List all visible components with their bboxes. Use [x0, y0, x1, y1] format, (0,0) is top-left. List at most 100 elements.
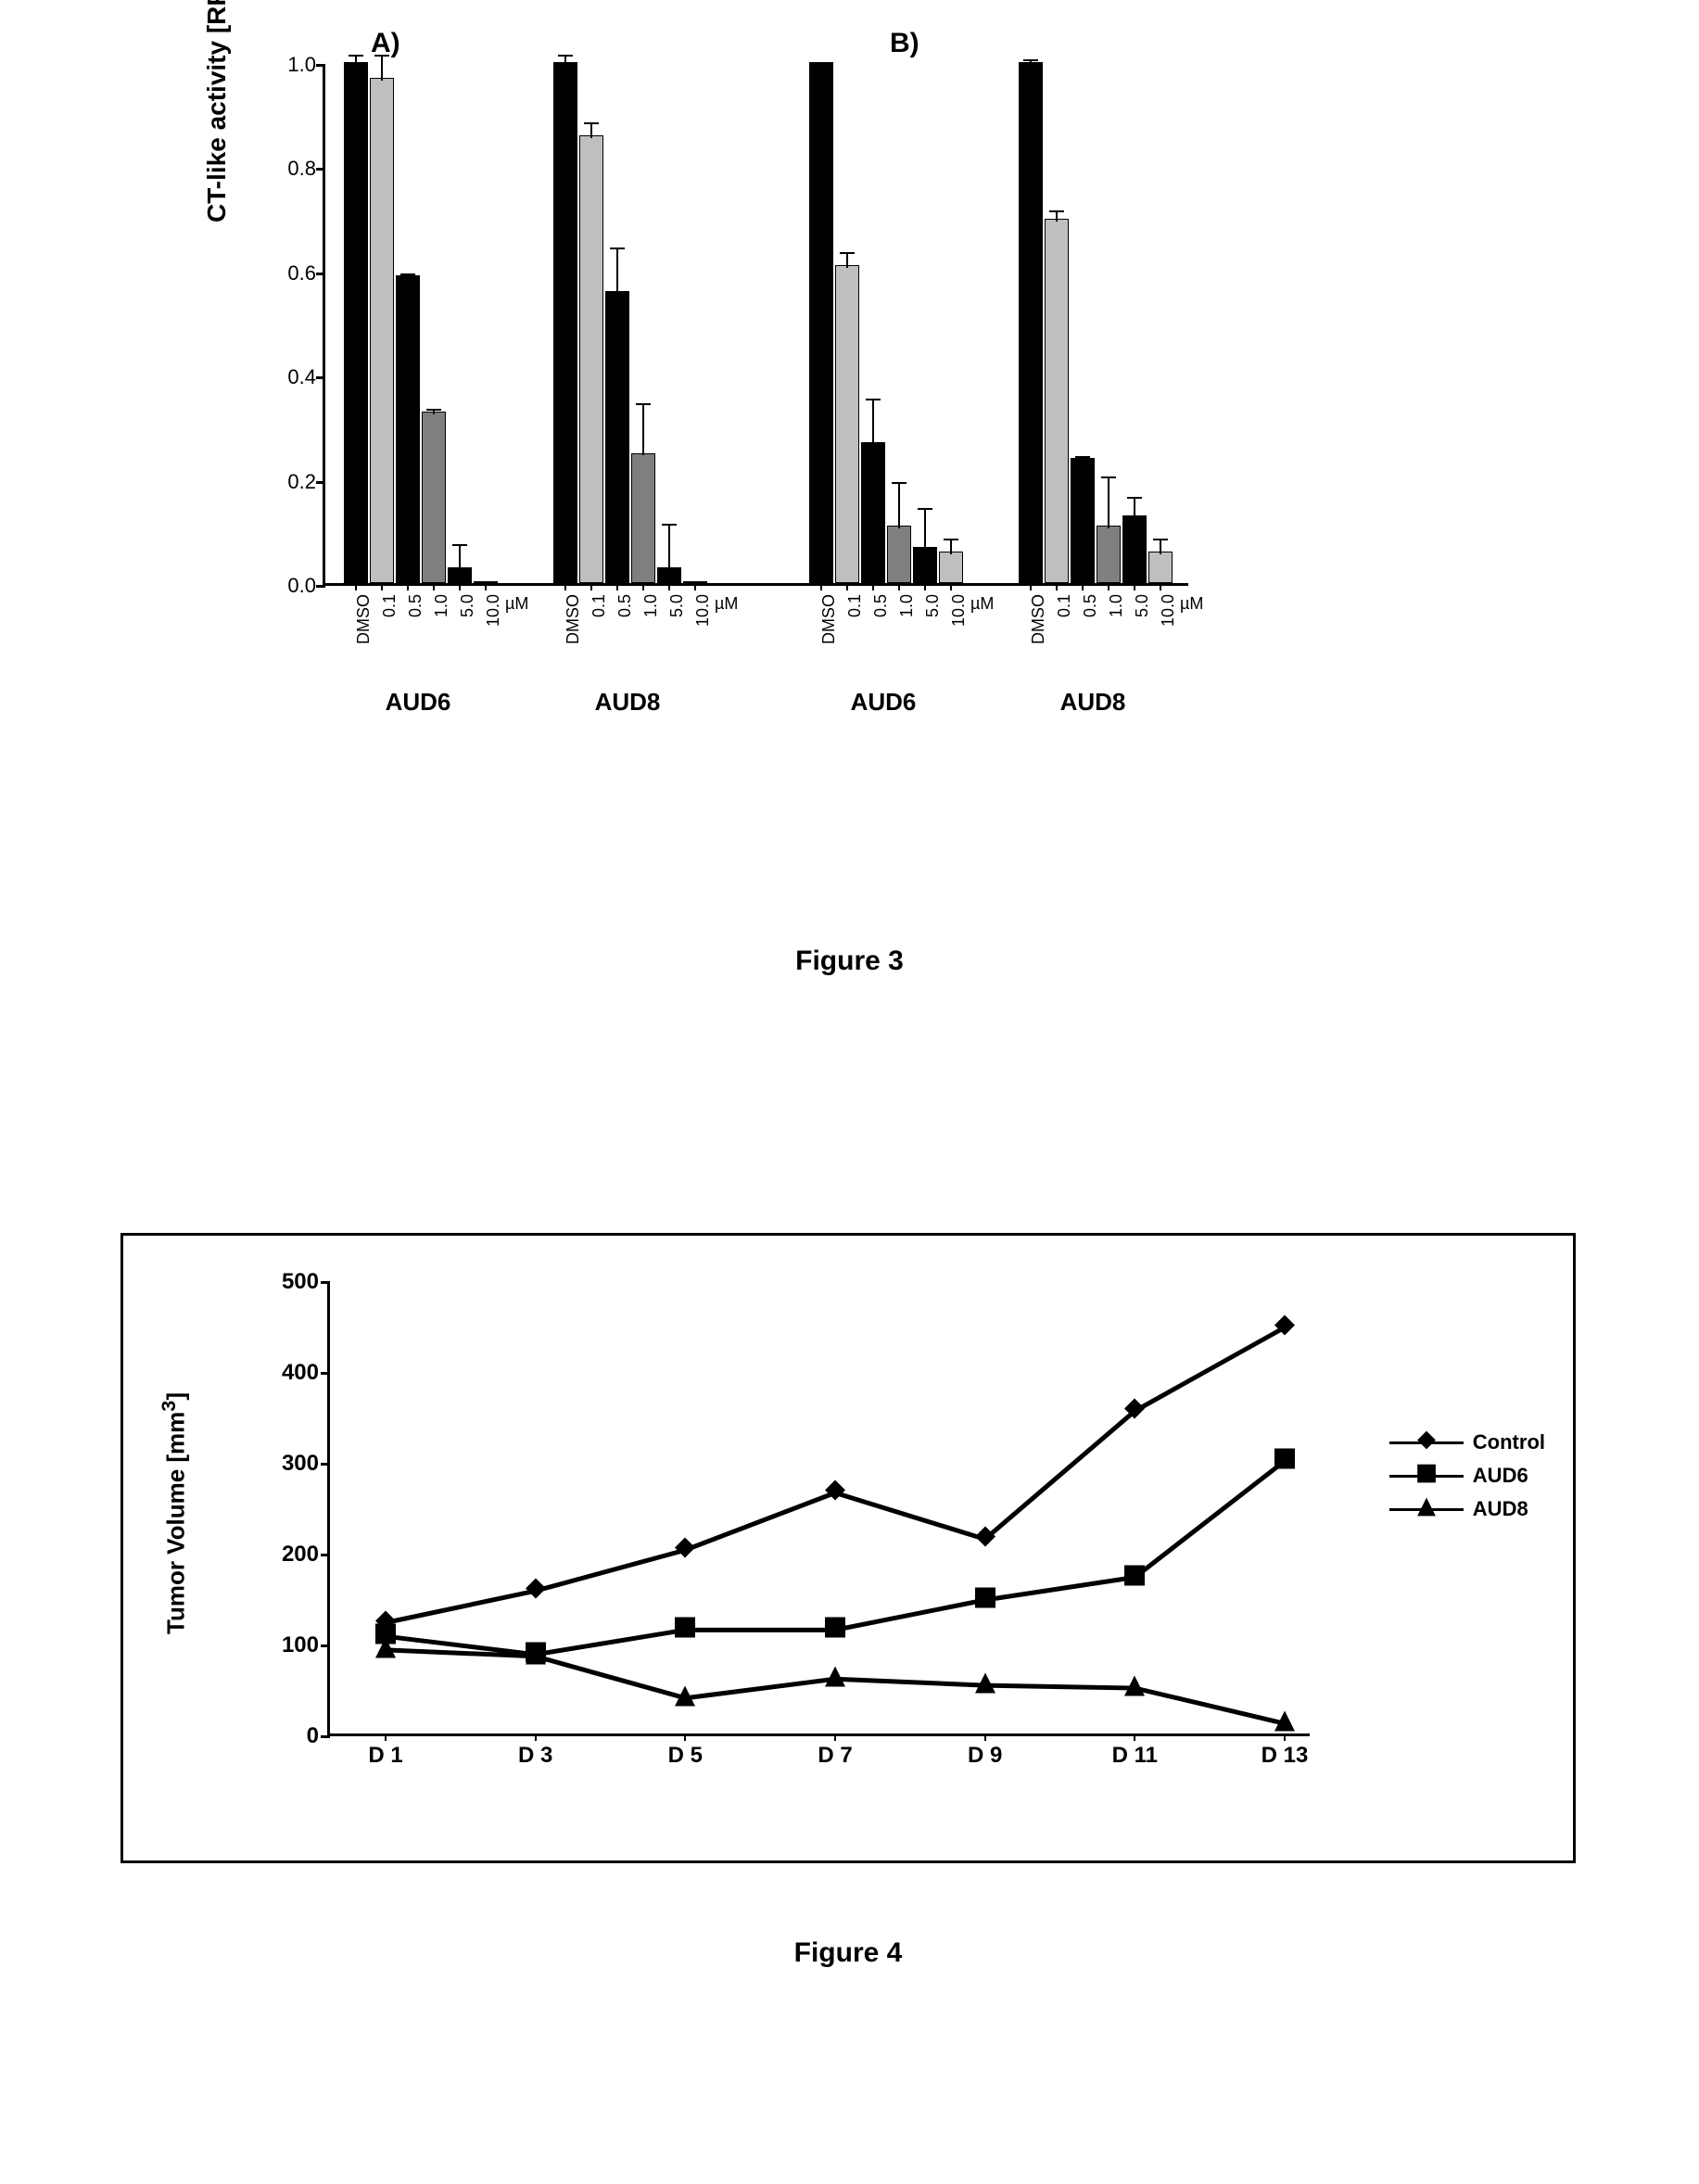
figure-4-ytick-label: 400: [282, 1360, 319, 1386]
bar: [887, 526, 911, 583]
figure-4-lines: [330, 1282, 1312, 1736]
series-marker: [825, 1480, 845, 1505]
bar: [1045, 219, 1069, 583]
series-line: [386, 1327, 1285, 1623]
figure-3-xlabel: 0.1: [590, 594, 609, 617]
series-marker: [825, 1618, 845, 1643]
figure-3-xlabel: DMSO: [354, 594, 374, 644]
figure-3-xlabel: 10.0: [693, 594, 713, 627]
figure-3-ytick-label: 0.4: [260, 365, 316, 389]
panel-b-label: B): [890, 28, 919, 59]
bar: [1122, 515, 1147, 583]
bar: [396, 275, 420, 583]
figure-4-ytick-label: 100: [282, 1632, 319, 1658]
figure-3-group-label: AUD8: [1016, 688, 1170, 717]
figure-3-group-label: AUD8: [551, 688, 704, 717]
figure-4-ytick-label: 200: [282, 1542, 319, 1568]
figure-3-xlabel: DMSO: [1029, 594, 1048, 644]
figure-3-xlabel: 5.0: [458, 594, 477, 617]
figure-3-group-label: AUD6: [806, 688, 960, 717]
figure-4-ytick-label: 300: [282, 1451, 319, 1477]
bar: [344, 62, 368, 583]
series-marker: [975, 1673, 995, 1698]
bar: [605, 291, 629, 583]
figure-3-xlabel: 10.0: [949, 594, 969, 627]
figure-3-xlabel: 0.1: [1055, 594, 1074, 617]
legend-label: AUD6: [1473, 1464, 1528, 1488]
series-marker: [1274, 1315, 1295, 1340]
bar: [1019, 62, 1043, 583]
figure-3-xlabel: 10.0: [484, 594, 503, 627]
bar: [861, 442, 885, 583]
legend-item: Control: [1389, 1430, 1545, 1454]
figure-3-unit-label: µM: [970, 594, 994, 614]
figure-3-ytick-label: 1.0: [260, 53, 316, 77]
legend-label: AUD8: [1473, 1497, 1528, 1521]
figure-3-yaxis-title: CT-like activity [RFU]: [202, 0, 232, 222]
figure-3-xlabel: DMSO: [819, 594, 839, 644]
series-marker: [675, 1618, 695, 1643]
series-marker: [1124, 1399, 1145, 1424]
figure-3: A) B) CT-like activity [RFU] 0.00.20.40.…: [0, 28, 1699, 977]
figure-3-ytick-label: 0.6: [260, 261, 316, 286]
figure-4-plot-area: 0100200300400500D 1D 3D 5D 7D 9D 11D 13: [327, 1282, 1310, 1736]
series-marker: [375, 1637, 396, 1662]
figure-3-plotblock: CT-like activity [RFU] 0.00.20.40.60.81.…: [269, 65, 1446, 732]
figure-4-xlabel: D 5: [668, 1743, 703, 1769]
figure-3-xlabel: 0.5: [406, 594, 425, 617]
series-marker: [675, 1685, 695, 1710]
figure-3-xlabel: 0.1: [845, 594, 865, 617]
figure-4-yaxis-title: Tumor Volume [mm3]: [157, 1392, 191, 1634]
bar: [1071, 458, 1095, 583]
series-marker: [526, 1644, 546, 1669]
figure-4-chart: Tumor Volume [mm3] 0100200300400500D 1D …: [151, 1263, 1545, 1838]
figure-4-xlabel: D 3: [518, 1743, 552, 1769]
figure-3-caption: Figure 3: [0, 946, 1699, 977]
figure-3-xlabel: 1.0: [641, 594, 661, 617]
figure-3-xlabel: 1.0: [432, 594, 451, 617]
figure-4-ytick-label: 0: [307, 1723, 319, 1749]
figure-3-xlabel: 0.5: [1081, 594, 1100, 617]
figure-3-ytick-label: 0.0: [260, 574, 316, 598]
series-marker: [1124, 1565, 1145, 1590]
figure-3-xlabel: 10.0: [1159, 594, 1178, 627]
figure-3-ytick-label: 0.8: [260, 157, 316, 181]
figure-3-unit-label: µM: [1180, 594, 1203, 614]
figure-4-legend: Control AUD6 AUD8: [1389, 1421, 1545, 1530]
series-marker: [1124, 1676, 1145, 1701]
figure-4-xlabel: D 1: [368, 1743, 402, 1769]
bar: [809, 62, 833, 583]
figure-3-group-label: AUD6: [341, 688, 495, 717]
series-marker: [526, 1579, 546, 1604]
figure-3-xlabel: 1.0: [1107, 594, 1126, 617]
figure-3-xlabel: 0.5: [871, 594, 891, 617]
legend-item: AUD6: [1389, 1464, 1545, 1488]
figure-3-xlabel: 5.0: [1133, 594, 1152, 617]
bar: [835, 265, 859, 583]
figure-4-xlabel: D 9: [968, 1743, 1002, 1769]
bar: [631, 453, 655, 584]
figure-4-xlabel: D 11: [1112, 1743, 1158, 1769]
bar: [370, 78, 394, 583]
figure-3-xlabel: 5.0: [923, 594, 943, 617]
figure-3-xlabel: 0.1: [380, 594, 399, 617]
bar: [579, 135, 603, 583]
legend-item: AUD8: [1389, 1497, 1545, 1521]
series-marker: [825, 1667, 845, 1692]
figure-4-xlabel: D 13: [1262, 1743, 1309, 1769]
series-marker: [1274, 1711, 1295, 1736]
series-marker: [975, 1527, 995, 1552]
figure-3-ytick-label: 0.2: [260, 470, 316, 494]
bar: [422, 412, 446, 583]
figure-3-unit-label: µM: [505, 594, 528, 614]
bar: [1148, 552, 1173, 583]
figure-3-xlabel: 5.0: [667, 594, 687, 617]
bar: [553, 62, 577, 583]
figure-4-ytick-label: 500: [282, 1269, 319, 1295]
bar: [939, 552, 963, 583]
bar: [913, 547, 937, 583]
figure-3-xlabel: DMSO: [564, 594, 583, 644]
figure-4: Tumor Volume [mm3] 0100200300400500D 1D …: [120, 1233, 1576, 1969]
figure-4-box: Tumor Volume [mm3] 0100200300400500D 1D …: [120, 1233, 1576, 1863]
series-marker: [675, 1538, 695, 1563]
